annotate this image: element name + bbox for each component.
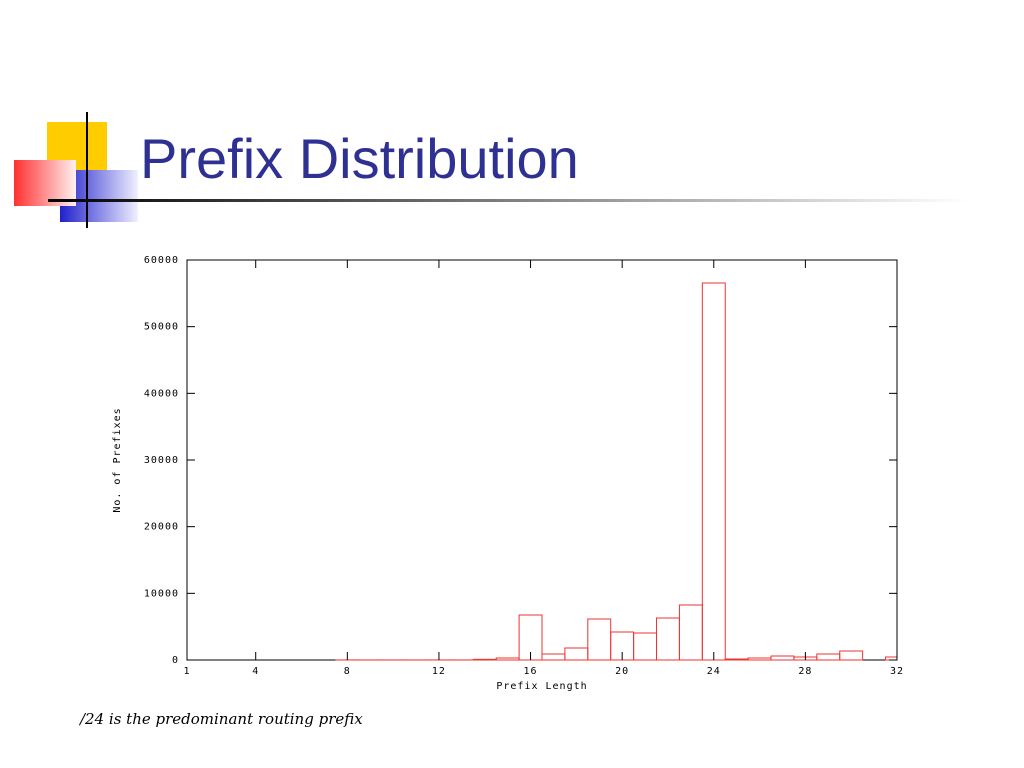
x-tick-label: 16 — [524, 666, 538, 677]
bar — [770, 655, 795, 661]
bar — [839, 650, 864, 661]
y-tick-label: 50000 — [144, 322, 179, 333]
bar — [541, 653, 566, 661]
bar — [495, 657, 520, 661]
y-tick-label: 30000 — [144, 455, 179, 466]
bar — [472, 658, 497, 661]
x-axis-label: Prefix Length — [496, 681, 587, 692]
deco — [14, 160, 76, 206]
y-tick-label: 0 — [172, 655, 179, 666]
bar — [747, 657, 772, 661]
x-tick-label: 8 — [344, 666, 351, 677]
caption: /24 is the predominant routing prefix — [78, 710, 363, 728]
bar — [656, 617, 680, 661]
y-tick-label: 60000 — [144, 255, 179, 266]
bar — [816, 653, 841, 661]
slide-title: Prefix Distribution — [140, 127, 579, 190]
bar — [678, 604, 703, 661]
y-tick-label: 40000 — [144, 388, 179, 399]
bars — [335, 282, 897, 661]
x-tick-label: 28 — [798, 666, 812, 677]
bar — [885, 656, 897, 661]
x-tick-label: 24 — [707, 666, 721, 677]
x-tick-label: 20 — [615, 666, 629, 677]
bar — [724, 658, 749, 661]
bar — [587, 618, 612, 661]
x-tick-label: 1 — [183, 666, 190, 677]
bar — [633, 632, 658, 661]
y-axis-label: No. of Prefixes — [112, 407, 123, 512]
x-tick-label: 32 — [890, 666, 904, 677]
x-tick-label: 4 — [252, 666, 259, 677]
x-tick-label: 12 — [432, 666, 446, 677]
y-tick-label: 10000 — [144, 588, 179, 599]
plot-frame — [186, 259, 898, 661]
bar — [701, 282, 726, 661]
title-rule — [48, 199, 968, 202]
bar — [564, 647, 589, 661]
y-tick-label: 20000 — [144, 522, 179, 533]
